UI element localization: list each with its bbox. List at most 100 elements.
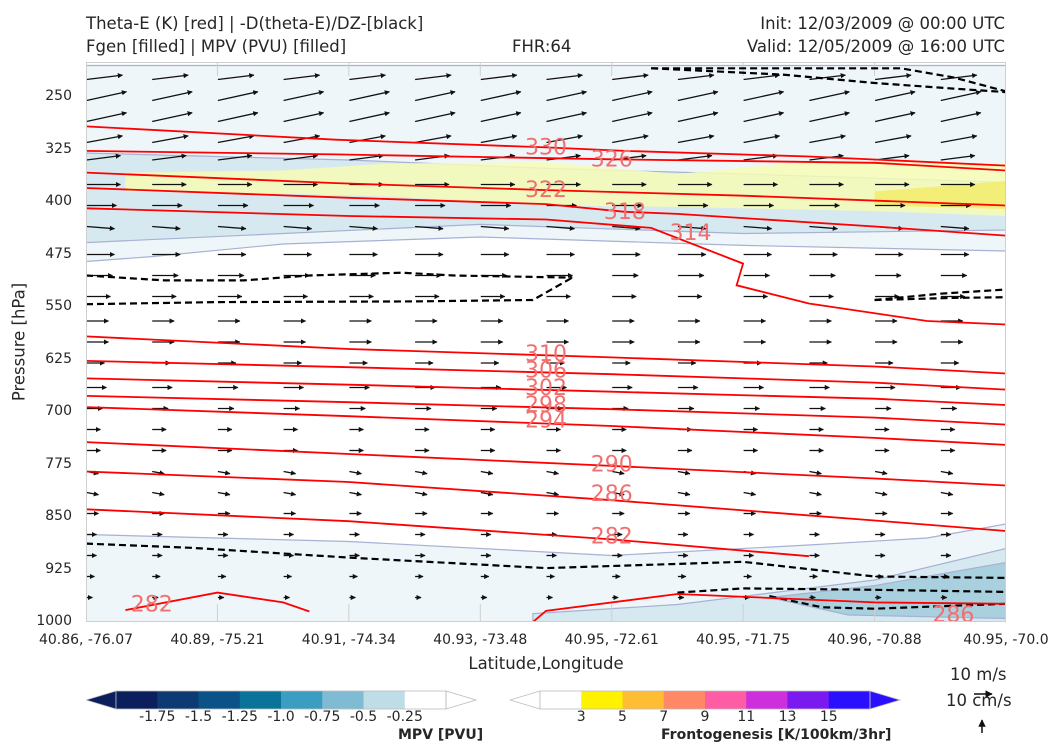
colorbar-swatch bbox=[787, 691, 830, 709]
theta-e-contour-label: 330 bbox=[525, 135, 567, 160]
vector-scale-vertical-label: 10 cm/s bbox=[946, 691, 1012, 710]
colorbar-swatch bbox=[705, 691, 747, 709]
dthetae-dz-contour-4 bbox=[874, 288, 1006, 302]
wind-vector bbox=[743, 134, 781, 144]
y-tick-label: 250 bbox=[45, 88, 72, 104]
x-tick-label: 40.95, -72.61 bbox=[564, 632, 659, 648]
theta-e-contour-302 bbox=[86, 377, 1006, 406]
wind-vector bbox=[677, 470, 691, 476]
frontogenesis-colorbar-title: Frontogenesis [K/100km/3hr] bbox=[661, 727, 892, 743]
wind-vector bbox=[612, 73, 649, 81]
y-tick-label: 850 bbox=[45, 508, 72, 524]
wind-vector bbox=[283, 73, 321, 81]
wind-vector bbox=[217, 73, 255, 81]
wind-vector bbox=[152, 225, 181, 231]
y-tick-label: 550 bbox=[45, 298, 72, 314]
wind-vector bbox=[809, 470, 822, 476]
theta-e-contour-label: 298 bbox=[525, 393, 567, 418]
colorbar-tick-label: -0.25 bbox=[386, 709, 423, 725]
wind-vector bbox=[874, 134, 912, 144]
y-axis-label: Pressure [hPa] bbox=[9, 282, 29, 402]
wind-vector bbox=[217, 470, 231, 476]
theta-e-contour-318 bbox=[86, 187, 1006, 237]
wind-vector bbox=[152, 134, 189, 144]
wind-vector bbox=[940, 90, 982, 102]
dthetae-dz-contour-5 bbox=[874, 296, 1006, 302]
colorbar-tick-label: -1.25 bbox=[221, 709, 258, 725]
wind-vector bbox=[809, 73, 846, 81]
mpv-colorbar bbox=[86, 690, 478, 710]
colorbar-swatch bbox=[239, 691, 282, 709]
y-tick-label: 325 bbox=[45, 140, 72, 157]
wind-vector bbox=[546, 73, 584, 81]
wind-vector bbox=[86, 225, 116, 231]
wind-vector bbox=[217, 491, 231, 497]
y-tick-label: 925 bbox=[45, 560, 72, 577]
wind-vector bbox=[809, 134, 846, 144]
wind-vector bbox=[940, 111, 982, 123]
colorbar-swatch bbox=[746, 691, 788, 709]
wind-vector bbox=[743, 90, 785, 102]
wind-vector bbox=[349, 111, 390, 123]
theta-e-contour-290 bbox=[86, 441, 1006, 487]
dthetae-dz-contour-6 bbox=[86, 542, 1006, 579]
colorbar-tick-label: 11 bbox=[737, 709, 756, 725]
valid-time: Valid: 12/05/2009 @ 16:00 UTC bbox=[746, 37, 1005, 56]
colorbar-extend-right bbox=[869, 690, 902, 710]
wind-vector bbox=[677, 73, 715, 81]
wind-vector bbox=[677, 491, 691, 497]
wind-vector bbox=[349, 90, 390, 102]
colorbar-swatch bbox=[198, 691, 241, 709]
wind-vector bbox=[349, 153, 384, 161]
y-tick-label: 400 bbox=[45, 193, 72, 209]
colorbar-frame bbox=[539, 690, 871, 710]
wind-vector bbox=[283, 225, 313, 231]
vector-scale-vertical-arrow bbox=[978, 719, 986, 733]
wind-vector bbox=[414, 111, 456, 123]
wind-vector bbox=[612, 225, 641, 231]
wind-vector bbox=[217, 90, 259, 102]
wind-vector bbox=[874, 491, 888, 497]
wind-vector bbox=[349, 73, 386, 81]
wind-vector bbox=[86, 111, 128, 123]
colorbar-swatch bbox=[322, 691, 364, 709]
wind-vector bbox=[874, 90, 916, 102]
wind-vector bbox=[677, 134, 715, 144]
theta-e-contour-label: 326 bbox=[591, 147, 633, 172]
colorbar-swatch bbox=[157, 691, 199, 709]
wind-vector bbox=[480, 470, 494, 476]
x-tick-label: 40.95, -70.0 bbox=[963, 632, 1049, 648]
colorbar-tick-label: -0.75 bbox=[304, 709, 341, 725]
theta-e-contour-label: 282 bbox=[131, 593, 173, 618]
wind-vector bbox=[940, 491, 954, 497]
colorbar-extend-right bbox=[445, 690, 478, 710]
colorbar-tick-label: -1.0 bbox=[267, 709, 295, 725]
theta-e-contour-label: 314 bbox=[670, 221, 712, 246]
vector-scale-horizontal-label: 10 m/s bbox=[950, 665, 1007, 684]
theta-e-contour-330 bbox=[86, 125, 1006, 167]
y-tick-label: 775 bbox=[45, 455, 72, 472]
colorbar-swatch bbox=[116, 691, 158, 709]
wind-vector bbox=[217, 134, 255, 144]
wind-vector bbox=[743, 111, 785, 123]
wind-vector bbox=[283, 134, 321, 144]
wind-vector bbox=[546, 491, 560, 497]
x-tick-label: 40.96, -70.88 bbox=[827, 632, 922, 648]
wind-vector bbox=[283, 491, 297, 497]
colorbar-swatch bbox=[281, 691, 323, 709]
wind-vector bbox=[677, 111, 719, 123]
colorbar-swatch bbox=[828, 691, 871, 709]
y-tick-label: 475 bbox=[45, 245, 72, 262]
colorbar-swatch bbox=[404, 691, 447, 709]
theta-e-contour-label: 322 bbox=[525, 178, 567, 203]
theta-e-contour-label: 290 bbox=[591, 453, 633, 478]
dthetae-dz-contour-2 bbox=[86, 271, 573, 282]
wind-vector bbox=[349, 225, 378, 231]
wind-vector bbox=[743, 225, 773, 231]
wind-vector bbox=[809, 225, 838, 231]
wind-vector bbox=[283, 470, 297, 476]
dthetae-dz-contour-0 bbox=[651, 67, 1006, 93]
x-tick-label: 40.91, -74.34 bbox=[301, 632, 396, 648]
wind-vector bbox=[86, 153, 122, 161]
wind-vector bbox=[612, 90, 653, 102]
